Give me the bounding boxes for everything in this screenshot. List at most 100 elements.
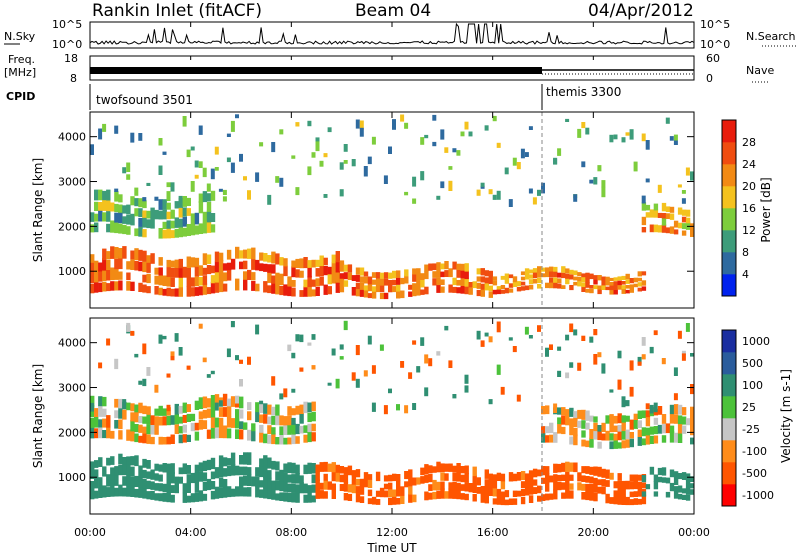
power-cell: [194, 257, 200, 267]
power-cell: [492, 194, 497, 200]
power-cell: [122, 224, 127, 235]
velocity-colorbar-tick-label: 1000: [742, 335, 770, 348]
velocity-cell: [460, 466, 465, 474]
power-cell: [114, 191, 119, 202]
velocity-cell: [681, 488, 687, 494]
velocity-cell: [194, 472, 200, 483]
power-cell: [597, 285, 602, 290]
velocity-cell: [444, 491, 449, 499]
velocity-cell: [114, 358, 119, 370]
velocity-cell: [625, 415, 630, 422]
power-cell: [363, 290, 369, 298]
velocity-cell: [239, 409, 244, 419]
power-cell: [508, 199, 513, 207]
velocity-cell: [307, 402, 312, 413]
velocity-cell: [247, 356, 251, 365]
power-cell: [388, 285, 393, 293]
x-tick-label: 12:00: [376, 526, 408, 539]
velocity-cell: [589, 415, 594, 422]
velocity-cell: [271, 415, 276, 425]
velocity-cell: [520, 488, 526, 497]
velocity-colorbar-tick-label: -25: [742, 423, 760, 436]
power-cell: [440, 279, 445, 285]
velocity-cell: [218, 417, 224, 428]
velocity-cell: [512, 473, 518, 482]
velocity-cell: [194, 481, 200, 493]
x-tick-label: 00:00: [678, 526, 710, 539]
velocity-cell: [194, 431, 200, 441]
velocity-cell: [90, 488, 95, 500]
power-cell: [677, 222, 683, 229]
velocity-cell: [263, 476, 268, 489]
power-cell: [142, 250, 147, 262]
power-cell: [476, 289, 481, 297]
velocity-cell: [110, 485, 115, 497]
velocity-cell: [633, 419, 638, 429]
nave-tick-top: 60: [706, 52, 720, 65]
velocity-cell: [150, 415, 155, 425]
velocity-cell: [271, 480, 276, 490]
power-cell: [347, 264, 353, 273]
velocity-cell: [247, 487, 252, 497]
velocity-cell: [259, 465, 264, 478]
velocity-cell: [259, 424, 264, 433]
power-cell: [166, 275, 171, 287]
velocity-cell: [593, 492, 598, 502]
velocity-cell: [585, 466, 590, 474]
power-cell: [690, 229, 695, 237]
velocity-cell: [355, 478, 361, 486]
power-cell: [488, 270, 493, 278]
power-cell: [577, 277, 582, 282]
velocity-cell: [222, 486, 228, 498]
velocity-cell: [641, 475, 647, 483]
power-cell: [621, 281, 626, 285]
velocity-cell: [613, 425, 618, 432]
velocity-cell: [106, 338, 111, 346]
velocity-cell: [573, 434, 578, 446]
power-cell: [524, 273, 530, 280]
velocity-cell: [432, 479, 437, 491]
velocity-cell: [593, 429, 598, 440]
velocity-cell: [323, 491, 328, 499]
velocity-cell: [629, 432, 634, 439]
velocity-cell: [561, 415, 566, 425]
velocity-cell: [653, 426, 659, 435]
velocity-cell: [617, 496, 622, 505]
power-cell: [412, 268, 417, 275]
power-cell: [271, 275, 276, 284]
power-cell: [637, 277, 642, 282]
power-cell: [476, 189, 481, 196]
power-cell: [142, 216, 147, 228]
velocity-cell: [371, 365, 376, 374]
velocity-cell: [259, 480, 264, 488]
velocity-cell: [287, 344, 292, 352]
velocity-cell: [255, 476, 260, 487]
power-cell: [126, 162, 131, 172]
beam-title: Beam 04: [355, 1, 431, 21]
power-cell: [126, 261, 131, 270]
power-cell: [158, 165, 163, 175]
velocity-cell: [569, 407, 574, 417]
velocity-cell: [198, 471, 204, 482]
power-cell: [130, 132, 135, 143]
power-cell: [617, 284, 622, 290]
velocity-cell: [677, 485, 683, 493]
power-cell: [198, 265, 204, 276]
velocity-cell: [319, 490, 324, 499]
power-cell: [311, 279, 316, 287]
velocity-cell: [311, 495, 316, 503]
velocity-cell: [174, 333, 179, 342]
power-cell: [198, 161, 203, 168]
power-cell: [158, 138, 163, 146]
power-cell: [134, 228, 139, 237]
power-cell: [649, 209, 655, 218]
power-cell: [573, 281, 578, 286]
power-cell: [90, 144, 94, 155]
velocity-cell: [102, 430, 107, 439]
nave-label: Nave: [746, 64, 774, 77]
velocity-cell: [291, 408, 296, 416]
power-cell: [331, 272, 336, 284]
velocity-cell: [561, 474, 566, 481]
power-cell: [496, 286, 502, 290]
power-cell: [186, 197, 191, 206]
